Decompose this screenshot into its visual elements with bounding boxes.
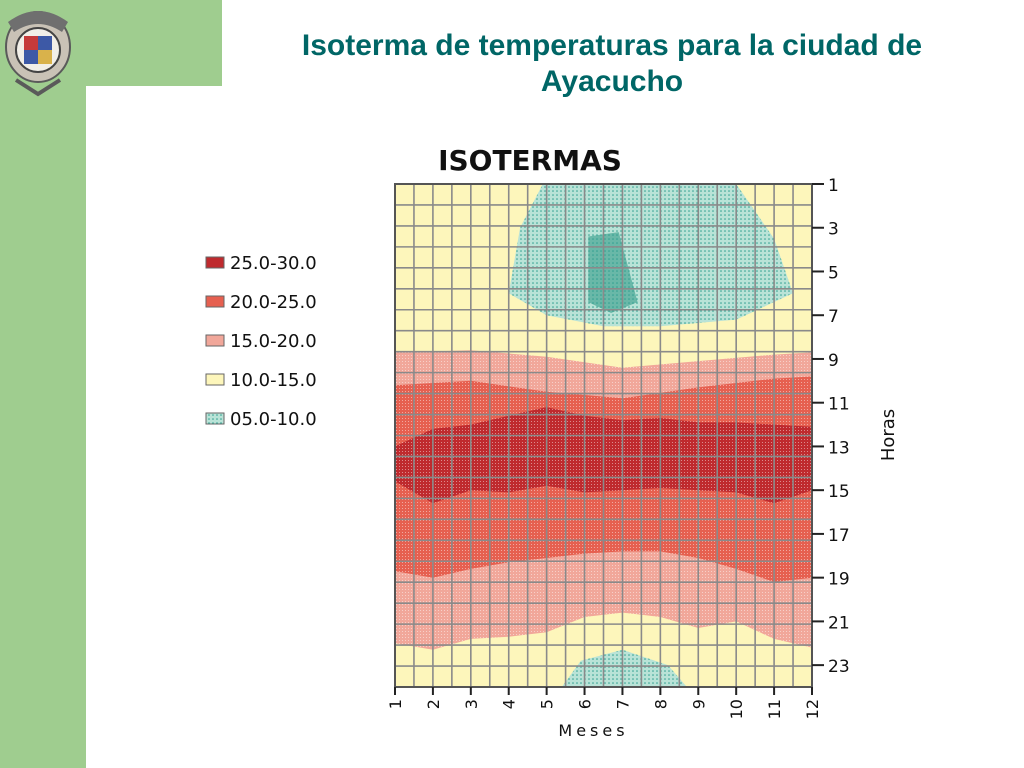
legend-label-0: 25.0-30.0 — [230, 253, 317, 274]
y-tick-label-3: 3 — [828, 220, 839, 240]
legend-swatch-1 — [205, 295, 225, 308]
legend-swatch-0 — [205, 256, 225, 269]
y-tick-label-7: 7 — [828, 307, 839, 327]
y-tick-label-19: 19 — [828, 570, 850, 590]
x-tick-label-2: 2 — [424, 699, 443, 709]
x-tick-label-11: 11 — [765, 699, 784, 719]
chart-grid — [394, 183, 813, 688]
legend-label-2: 15.0-20.0 — [230, 331, 317, 352]
legend-swatch-texture-4 — [206, 413, 224, 424]
y-tick-label-9: 9 — [828, 351, 839, 371]
left-sidebar — [0, 0, 86, 768]
y-tick-label-17: 17 — [828, 526, 850, 546]
top-corner-bar — [86, 0, 222, 86]
x-tick-label-7: 7 — [613, 699, 632, 709]
x-tick-label-6: 6 — [576, 699, 595, 709]
legend-label-4: 05.0-10.0 — [230, 409, 317, 430]
x-tick-label-10: 10 — [727, 699, 746, 719]
isotherm-region-texture-1 — [561, 649, 687, 687]
y-tick-label-1: 1 — [828, 176, 839, 196]
isotherm-region-texture-0 — [508, 184, 793, 327]
legend-swatch-3 — [205, 373, 225, 386]
corner-curve — [86, 86, 114, 114]
legend-swatch-2 — [205, 334, 225, 347]
legend-label-1: 20.0-25.0 — [230, 292, 317, 313]
y-tick-label-21: 21 — [828, 613, 850, 633]
isotherm-region-texture-5 — [588, 232, 638, 313]
legend-label-3: 10.0-15.0 — [230, 370, 317, 391]
y-tick-label-15: 15 — [828, 482, 850, 502]
x-tick-label-9: 9 — [689, 699, 708, 709]
page-title: Isoterma de temperaturas para la ciudad … — [301, 29, 923, 98]
plot-frame — [394, 183, 813, 688]
y-tick-label-5: 5 — [828, 263, 839, 283]
university-crest-icon — [5, 11, 71, 97]
x-axis-label: Meses — [558, 721, 628, 740]
x-tick-label-12: 12 — [803, 699, 822, 719]
chart-title: ISOTERMAS — [438, 144, 622, 177]
chart-legend: 25.0-30.0 20.0-25.0 15.0-20.0 10.0-15.0 05.0… — [205, 253, 317, 430]
y-tick-label-23: 23 — [828, 657, 850, 677]
y-tick-label-11: 11 — [828, 395, 850, 415]
y-tick-label-13: 13 — [828, 438, 850, 458]
x-tick-label-1: 1 — [386, 699, 405, 709]
x-tick-label-4: 4 — [500, 699, 519, 709]
x-tick-label-5: 5 — [538, 699, 557, 709]
x-tick-labels: 1 2 3 4 5 6 7 8 9 10 11 12 — [386, 687, 822, 719]
x-tick-label-8: 8 — [651, 699, 670, 709]
x-tick-label-3: 3 — [462, 699, 481, 709]
y-axis-label: Horas — [878, 409, 899, 461]
